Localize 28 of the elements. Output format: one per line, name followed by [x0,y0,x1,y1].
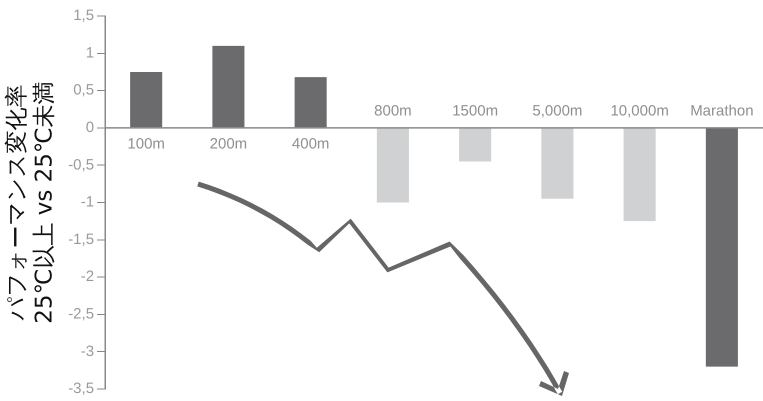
bar [294,77,327,128]
x-tick-label: Marathon [690,102,754,120]
x-tick-label: 10,000m [610,102,669,120]
y-tick-label: -1 [80,194,94,211]
bar [130,72,162,128]
y-tick-label: -2 [80,268,94,286]
bar [706,128,738,367]
bar [459,128,492,162]
x-tick-label: 200m [210,136,248,153]
y-tick-label: 0,5 [73,82,94,99]
y-axis-title: パフォーマンス変化率 25℃以上 vs 25℃未満 [4,81,58,324]
y-tick-label: -1,5 [68,230,94,248]
y-tick-label: -0,5 [68,156,94,174]
x-tick-label: 400m [292,136,330,153]
y-tick-label: 1,5 [73,7,94,24]
bar [624,128,656,222]
y-tick-label: -3,5 [68,380,94,398]
y-tick-label: -2,5 [68,306,94,323]
x-tick-label: 100m [127,136,165,153]
y-tick-label: -3 [80,342,94,360]
y-tick-label: 0 [86,119,94,136]
x-tick-label: 1500m [452,102,498,120]
bar [376,128,409,202]
x-tick-label: 800m [374,102,412,120]
bar [541,128,574,199]
x-tick-label: 5,000m [532,102,582,120]
y-tick-label: 1 [86,44,94,62]
bar [212,46,244,128]
